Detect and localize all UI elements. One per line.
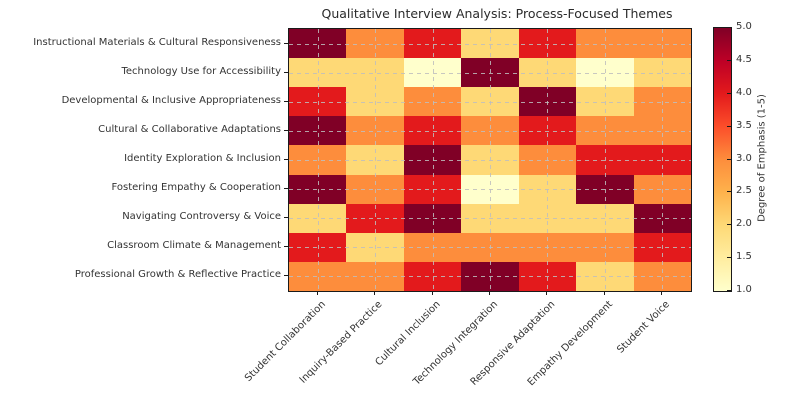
y-tick-label: Professional Growth & Reflective Practic…: [74, 269, 281, 281]
y-tick-label: Instructional Materials & Cultural Respo…: [33, 36, 281, 48]
y-tick-label: Classroom Climate & Management: [107, 240, 281, 252]
x-tick-label: Student Voice: [615, 299, 673, 356]
x-tick-mark: [603, 291, 605, 295]
y-tick-mark: [284, 71, 288, 73]
colorbar-tick-label: 3.5: [736, 119, 752, 131]
y-tick-label: Technology Use for Accessibility: [121, 65, 281, 77]
colorbar-tick-mark: [727, 191, 731, 193]
colorbar-tick-label: 3.0: [736, 152, 752, 164]
colorbar-tick-label: 2.0: [736, 218, 752, 230]
x-tick-mark: [546, 291, 548, 295]
colorbar: [713, 27, 732, 292]
x-tick-mark: [316, 291, 318, 295]
x-tick-mark: [489, 291, 490, 295]
chart-title: Qualitative Interview Analysis: Process-…: [321, 6, 673, 21]
y-tick-mark: [284, 129, 288, 131]
colorbar-label: Degree of Emphasis (1-5): [756, 94, 768, 222]
colorbar-tick-mark: [727, 125, 731, 127]
x-tick-mark: [374, 291, 376, 295]
gridline: [604, 29, 606, 291]
colorbar-tick-mark: [727, 27, 731, 28]
y-tick-mark: [284, 275, 288, 277]
gridline: [547, 29, 549, 291]
gridline: [432, 29, 434, 291]
y-tick-mark: [284, 217, 288, 219]
colorbar-tick-label: 5.0: [736, 21, 752, 32]
y-tick-label: Identity Exploration & Inclusion: [124, 153, 281, 164]
y-tick-mark: [284, 100, 288, 102]
y-tick-mark: [284, 188, 288, 190]
x-tick-mark: [661, 291, 663, 295]
y-tick-label: Developmental & Inclusive Appropriatenes…: [61, 94, 281, 106]
colorbar-tick-mark: [727, 92, 731, 94]
colorbar-tick-mark: [727, 158, 731, 160]
colorbar-tick-mark: [727, 290, 731, 291]
gridline: [490, 29, 491, 291]
colorbar-tick-label: 4.0: [736, 86, 752, 98]
colorbar-tick-mark: [727, 224, 731, 226]
gridline: [375, 29, 377, 291]
colorbar-tick-label: 4.5: [736, 53, 752, 65]
y-tick-label: Cultural & Collaborative Adaptations: [98, 123, 281, 135]
colorbar-tick-label: 1.0: [736, 284, 752, 295]
colorbar-tick-mark: [727, 59, 731, 61]
colorbar-tick-mark: [727, 257, 731, 259]
colorbar-tick-label: 1.5: [736, 251, 752, 263]
y-tick-mark: [284, 159, 288, 160]
y-tick-mark: [284, 42, 288, 44]
gridline: [662, 29, 664, 291]
y-tick-mark: [284, 246, 288, 248]
x-tick-mark: [431, 291, 433, 295]
colorbar-tick-label: 2.5: [736, 185, 752, 197]
heatmap-plot: [288, 28, 692, 292]
y-tick-label: Fostering Empathy & Cooperation: [111, 182, 281, 194]
gridline: [317, 29, 319, 291]
y-tick-label: Navigating Controversy & Voice: [122, 211, 281, 223]
